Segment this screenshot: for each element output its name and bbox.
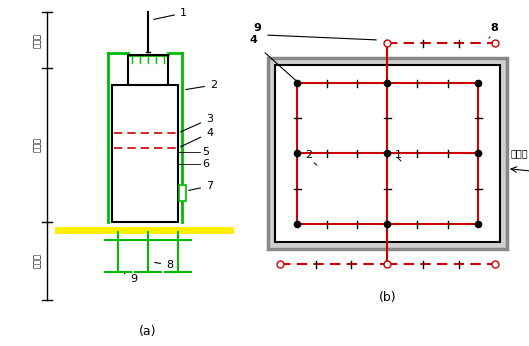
- Text: (b): (b): [379, 291, 396, 303]
- Text: 接地体: 接地体: [32, 254, 41, 268]
- Bar: [179, 185, 186, 201]
- Bar: [275, 65, 500, 242]
- Text: 5: 5: [202, 147, 209, 157]
- Text: 9: 9: [253, 23, 261, 33]
- Bar: [112, 85, 178, 222]
- Text: 1: 1: [154, 8, 187, 19]
- Bar: [112, 85, 178, 222]
- Text: 9: 9: [124, 273, 137, 284]
- Text: 6: 6: [202, 159, 209, 169]
- Bar: [128, 55, 168, 85]
- Text: (a): (a): [139, 326, 157, 338]
- Text: 2: 2: [305, 150, 312, 160]
- Text: 3: 3: [180, 114, 213, 132]
- Bar: [268, 58, 507, 249]
- Text: 引下线: 引下线: [32, 137, 41, 153]
- Text: 8: 8: [155, 260, 173, 270]
- Bar: [128, 55, 168, 85]
- Text: 建筑物: 建筑物: [511, 148, 528, 158]
- Text: 4: 4: [250, 35, 258, 45]
- Text: 8: 8: [490, 23, 498, 33]
- Text: 4: 4: [180, 128, 213, 147]
- Text: 2: 2: [186, 80, 217, 90]
- Text: 1: 1: [395, 150, 402, 160]
- Text: 7: 7: [189, 181, 213, 191]
- Text: 避雷器: 避雷器: [32, 33, 41, 47]
